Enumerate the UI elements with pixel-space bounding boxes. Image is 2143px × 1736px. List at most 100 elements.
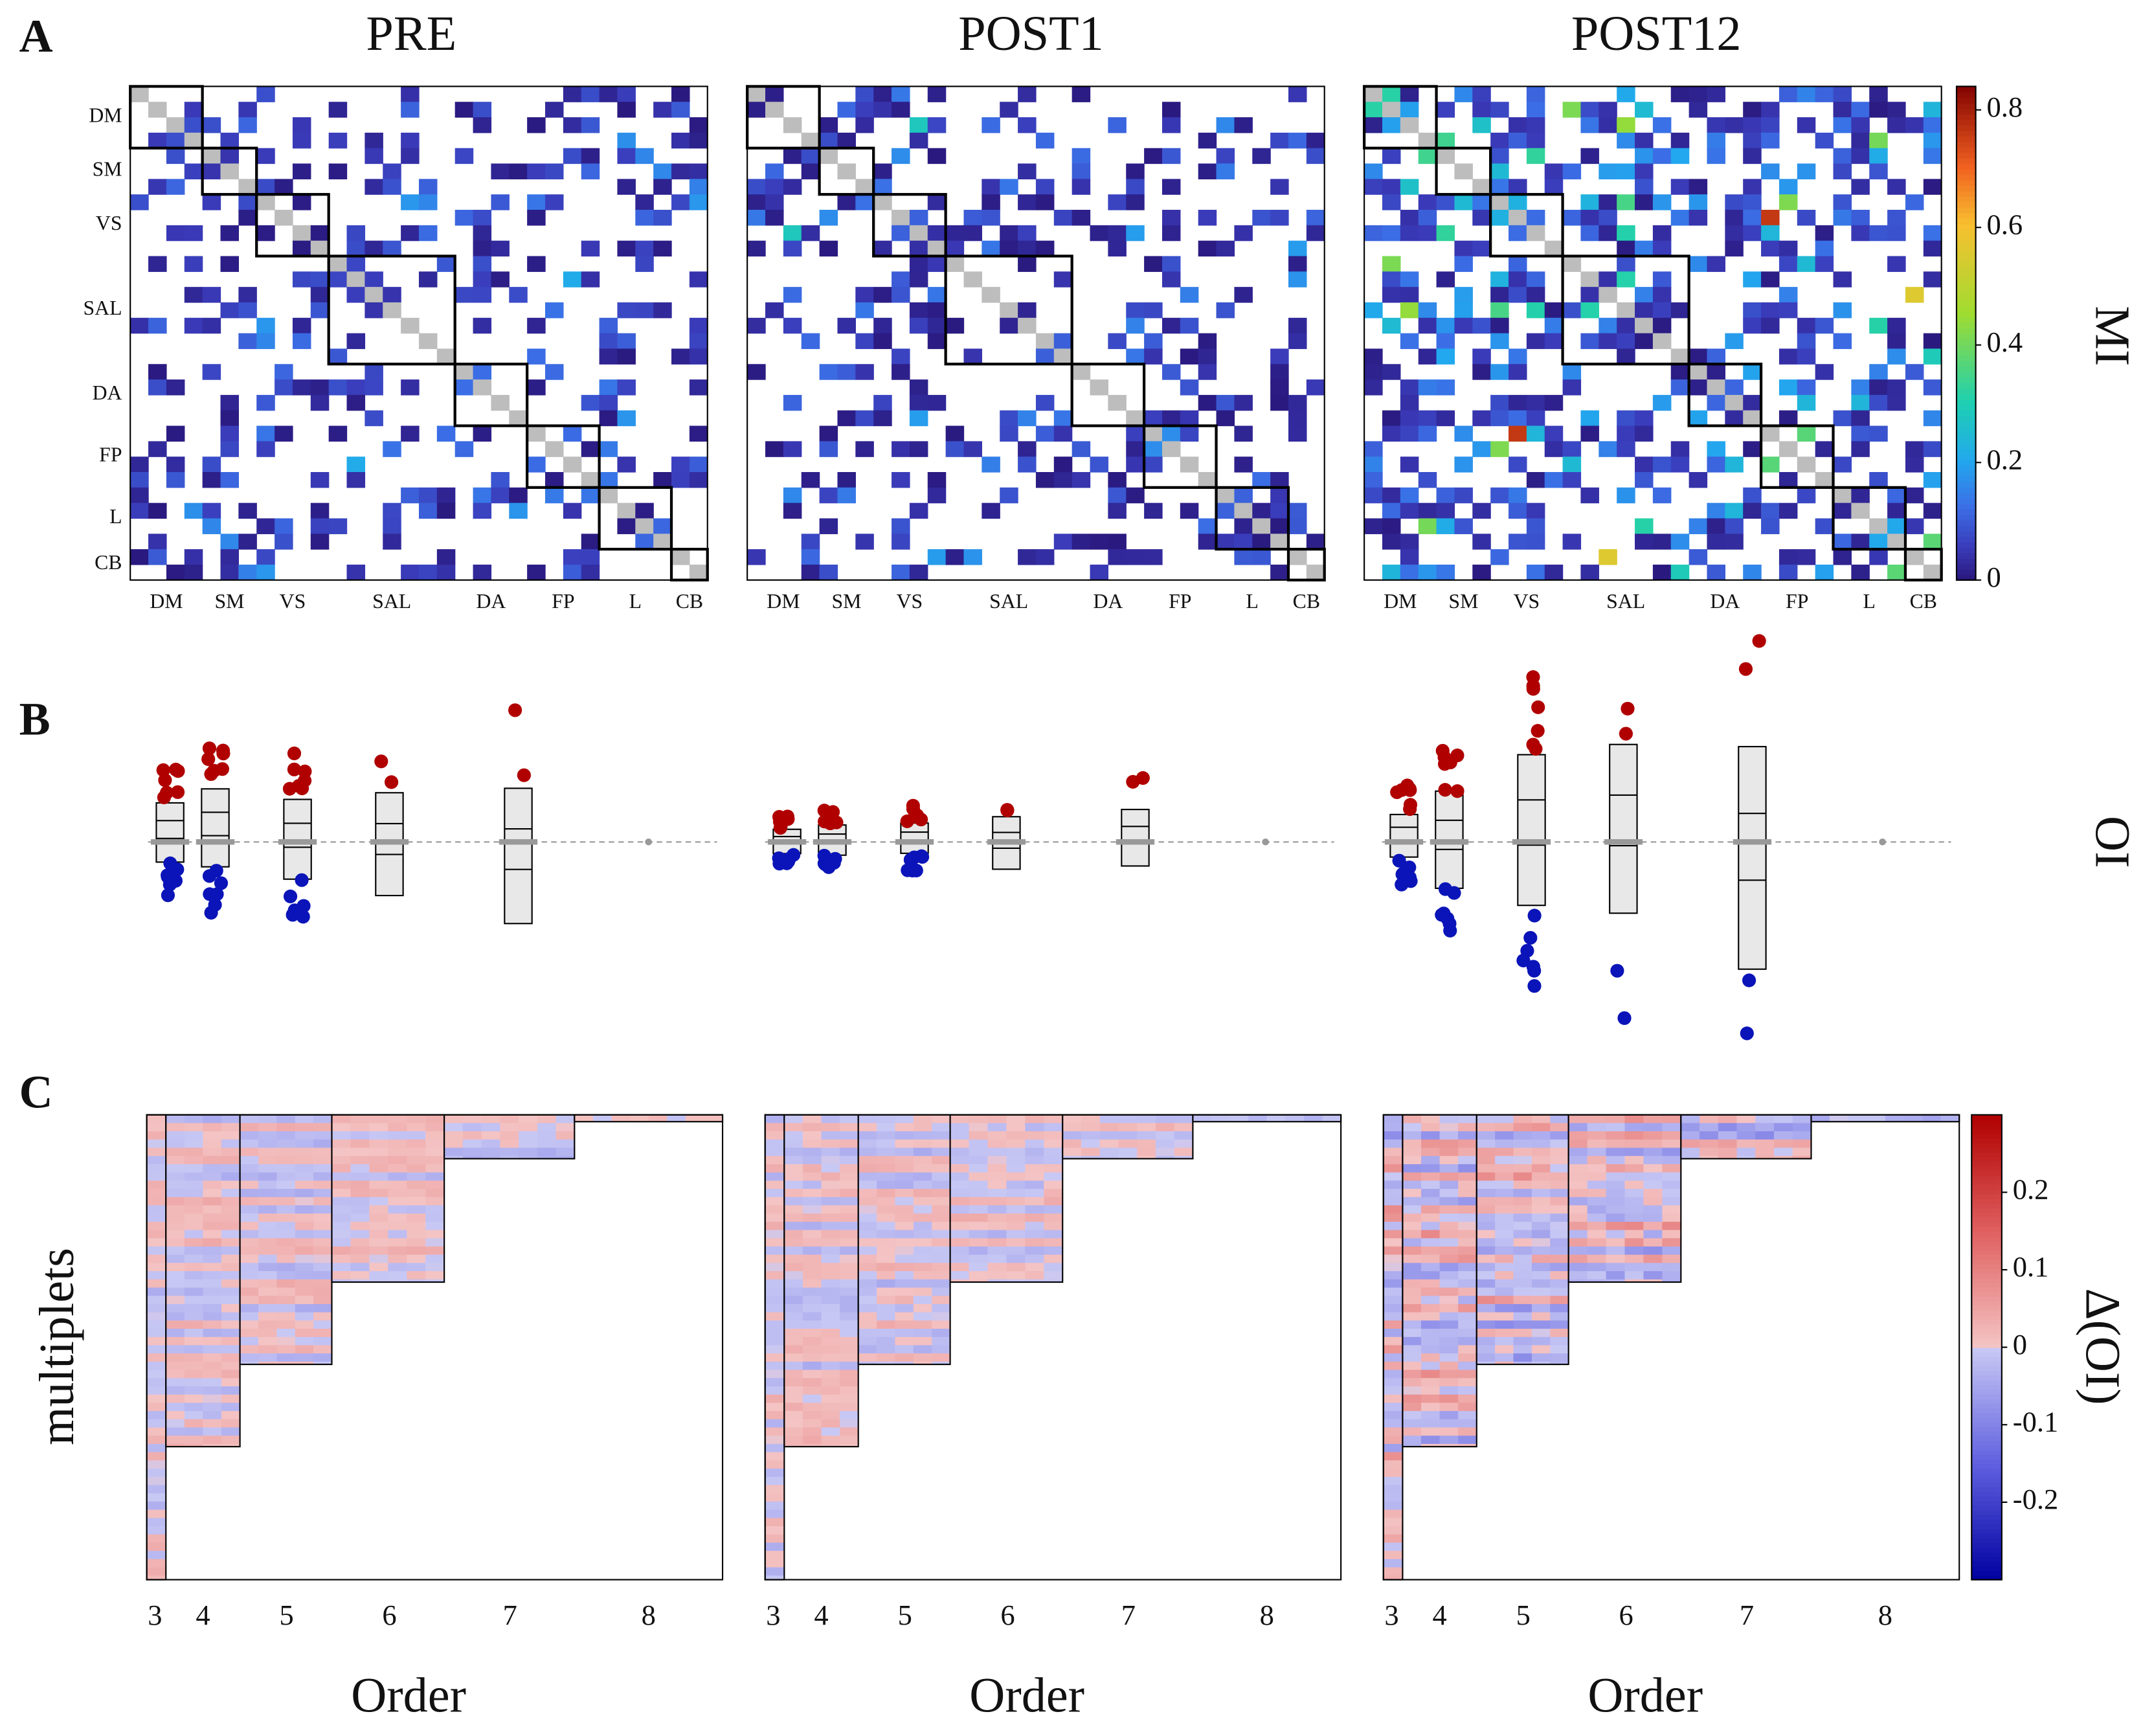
colorbar-step [1971,1235,2002,1241]
mi-cell [1053,348,1073,365]
colorbar-step [1971,1333,2002,1339]
doi-cell [1006,1114,1026,1124]
mi-cell [1617,194,1635,210]
mi-cell [982,210,1000,226]
doi-cell [276,1320,296,1329]
mi-cell [982,457,1000,473]
mi-cell [671,86,690,102]
doi-cell [146,1542,166,1551]
mi-cell [1743,441,1762,457]
doi-cell [765,1263,785,1272]
mi-cell [1072,472,1091,488]
doi-cell [1044,1123,1063,1132]
mi-cell [1053,210,1073,226]
mi-cell [982,194,1000,210]
mi-cell [1635,163,1654,179]
doi-cell [969,1238,989,1247]
doi-cell [1568,1156,1588,1165]
doi-cell [1421,1114,1441,1124]
mi-cell [1544,472,1564,488]
doi-cell [519,1131,538,1140]
colorbar-step [1956,393,1976,400]
doi-cell [1568,1254,1588,1264]
doi-cell [765,1485,785,1494]
doi-cell [1606,1213,1626,1223]
mi-cell [256,441,275,457]
doi-cell [1681,1139,1700,1149]
mi-cell [1382,425,1401,442]
doi-cell [1550,1279,1569,1289]
doi-cell [784,1221,803,1231]
oi-dot [168,762,183,777]
doi-cell [1476,1114,1496,1124]
mi-cell [1797,317,1816,334]
doi-cell [765,1509,785,1518]
doi-cell [1174,1114,1194,1124]
mi-cell [1923,472,1942,488]
doi-cell [369,1147,388,1156]
doi-cell [1513,1164,1532,1173]
mi-cell [873,333,892,350]
mi-cell [1090,457,1109,473]
doi-cell [1587,1230,1607,1239]
doi-cell [203,1139,222,1149]
doi-cell [1383,1263,1404,1272]
doi-cell [407,1180,426,1189]
doi-cell [1458,1345,1477,1354]
oi-box [504,787,533,925]
oi-dot [508,703,522,717]
colorbar-step [1971,1170,2002,1177]
doi-cell [221,1353,241,1362]
doi-cell [1402,1361,1422,1371]
doi-cell [295,1336,314,1346]
doi-cell [1531,1114,1551,1124]
doi-cell [895,1156,914,1165]
mi-cell [1670,179,1690,195]
mi-cell [982,502,1000,519]
mi-cell [1490,194,1509,210]
oi-dot [1435,908,1449,922]
order-tick-label: 3 [148,1599,162,1631]
mi-cell [671,102,690,118]
doi-cell [858,1172,877,1181]
mi-cell [599,472,618,488]
mi-cell [1652,487,1672,504]
doi-cell [555,1123,575,1132]
mi-cell [1000,410,1018,427]
mi-cell [837,194,856,210]
mi-matrix [1363,85,1943,581]
mi-cell [963,348,982,365]
doi-cell [1774,1156,1793,1160]
doi-cell [203,1329,222,1338]
doi-cell [331,1205,352,1214]
doi-cell [1044,1221,1063,1231]
colorbar-step [1956,415,1976,422]
doi-cell [1550,1263,1569,1272]
mi-cell [1851,425,1870,442]
mi-cell [1743,502,1762,519]
mi-cell [1472,410,1491,427]
colorbar-step [1956,196,1976,203]
colorbar-step [1971,1138,2002,1144]
doi-cell [1402,1271,1422,1280]
doi-cell [1006,1172,1026,1181]
mi-cell [1905,194,1924,210]
mi-cell [783,394,802,411]
mi-cell [1400,534,1419,550]
mi-cell [238,502,257,519]
doi-cell [1081,1147,1101,1156]
mi-cell [1670,348,1690,365]
doi-cell [1643,1114,1663,1124]
doi-cell [802,1263,822,1272]
multiplets-label: multiplets [30,1248,84,1445]
mi-cell [328,379,348,396]
doi-cell [1531,1263,1551,1272]
mi-cell [1509,364,1527,380]
mi-cell [1436,348,1455,365]
mi-cell [1216,534,1235,550]
mi-cell [1815,240,1834,257]
mi-cell [328,271,348,287]
doi-cell [1662,1189,1681,1198]
doi-cell [146,1394,166,1404]
mi-cell [401,148,420,164]
